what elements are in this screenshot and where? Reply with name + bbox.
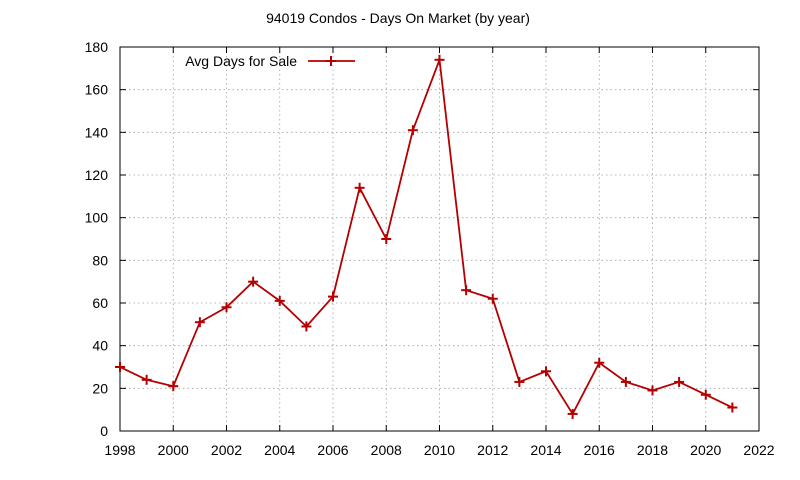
x-tick-label: 2018 (637, 442, 668, 458)
data-point (674, 376, 685, 387)
x-tick-label: 2002 (211, 442, 242, 458)
data-point (381, 234, 392, 244)
data-point (115, 362, 125, 372)
y-tick-label: 0 (100, 423, 108, 439)
plot-frame (119, 46, 760, 432)
y-tick-label: 40 (92, 338, 108, 354)
data-point (541, 366, 551, 377)
legend-marker (326, 56, 336, 66)
legend-label: Avg Days for Sale (185, 53, 297, 69)
data-point (328, 291, 338, 302)
x-tick-label: 2022 (743, 442, 774, 458)
y-tick-label: 120 (85, 167, 109, 183)
legend: Avg Days for Sale (185, 53, 355, 69)
data-point (248, 276, 259, 287)
x-tick-label: 2000 (158, 442, 189, 458)
x-tick-label: 2006 (317, 442, 348, 458)
x-tick-label: 2004 (264, 442, 295, 458)
y-tick-label: 100 (85, 210, 109, 226)
data-point (487, 293, 498, 304)
x-tick-label: 2020 (690, 442, 721, 458)
x-tick-label: 2012 (477, 442, 508, 458)
y-tick-label: 160 (85, 82, 109, 98)
data-point (434, 54, 445, 65)
data-point (700, 389, 711, 400)
data-point (567, 408, 578, 419)
data-point (407, 125, 418, 136)
x-axis-tick-labels: 1998 2000 2002 2004 2006 2008 2010 2012 2014 2016… (104, 442, 774, 458)
data-point (221, 302, 232, 313)
grid (120, 47, 759, 431)
data-point (354, 182, 365, 193)
data-point (461, 285, 472, 296)
x-tick-label: 2016 (584, 442, 615, 458)
data-point (727, 402, 738, 413)
y-axis-tick-labels: 0 20 40 60 80 100 120 140 160 180 (85, 39, 109, 439)
x-tick-label: 2008 (371, 442, 402, 458)
x-tick-label: 1998 (104, 442, 135, 458)
data-point (274, 295, 285, 306)
data-point (594, 357, 605, 368)
axis-ticks (119, 46, 760, 432)
series-layer (115, 54, 738, 419)
data-point (194, 317, 205, 328)
data-point (647, 385, 658, 396)
data-point (141, 374, 152, 385)
series-line (119, 59, 733, 416)
y-tick-label: 60 (92, 295, 108, 311)
data-point (301, 321, 312, 332)
y-tick-label: 140 (85, 124, 109, 140)
chart-title: 94019 Condos - Days On Market (by year) (266, 10, 530, 26)
data-point (620, 376, 631, 387)
data-point (514, 376, 525, 387)
y-tick-label: 80 (92, 252, 108, 268)
y-tick-label: 20 (92, 380, 108, 396)
y-tick-label: 180 (85, 39, 109, 55)
x-tick-label: 2014 (530, 442, 561, 458)
x-tick-label: 2010 (424, 442, 455, 458)
data-point (168, 381, 179, 392)
